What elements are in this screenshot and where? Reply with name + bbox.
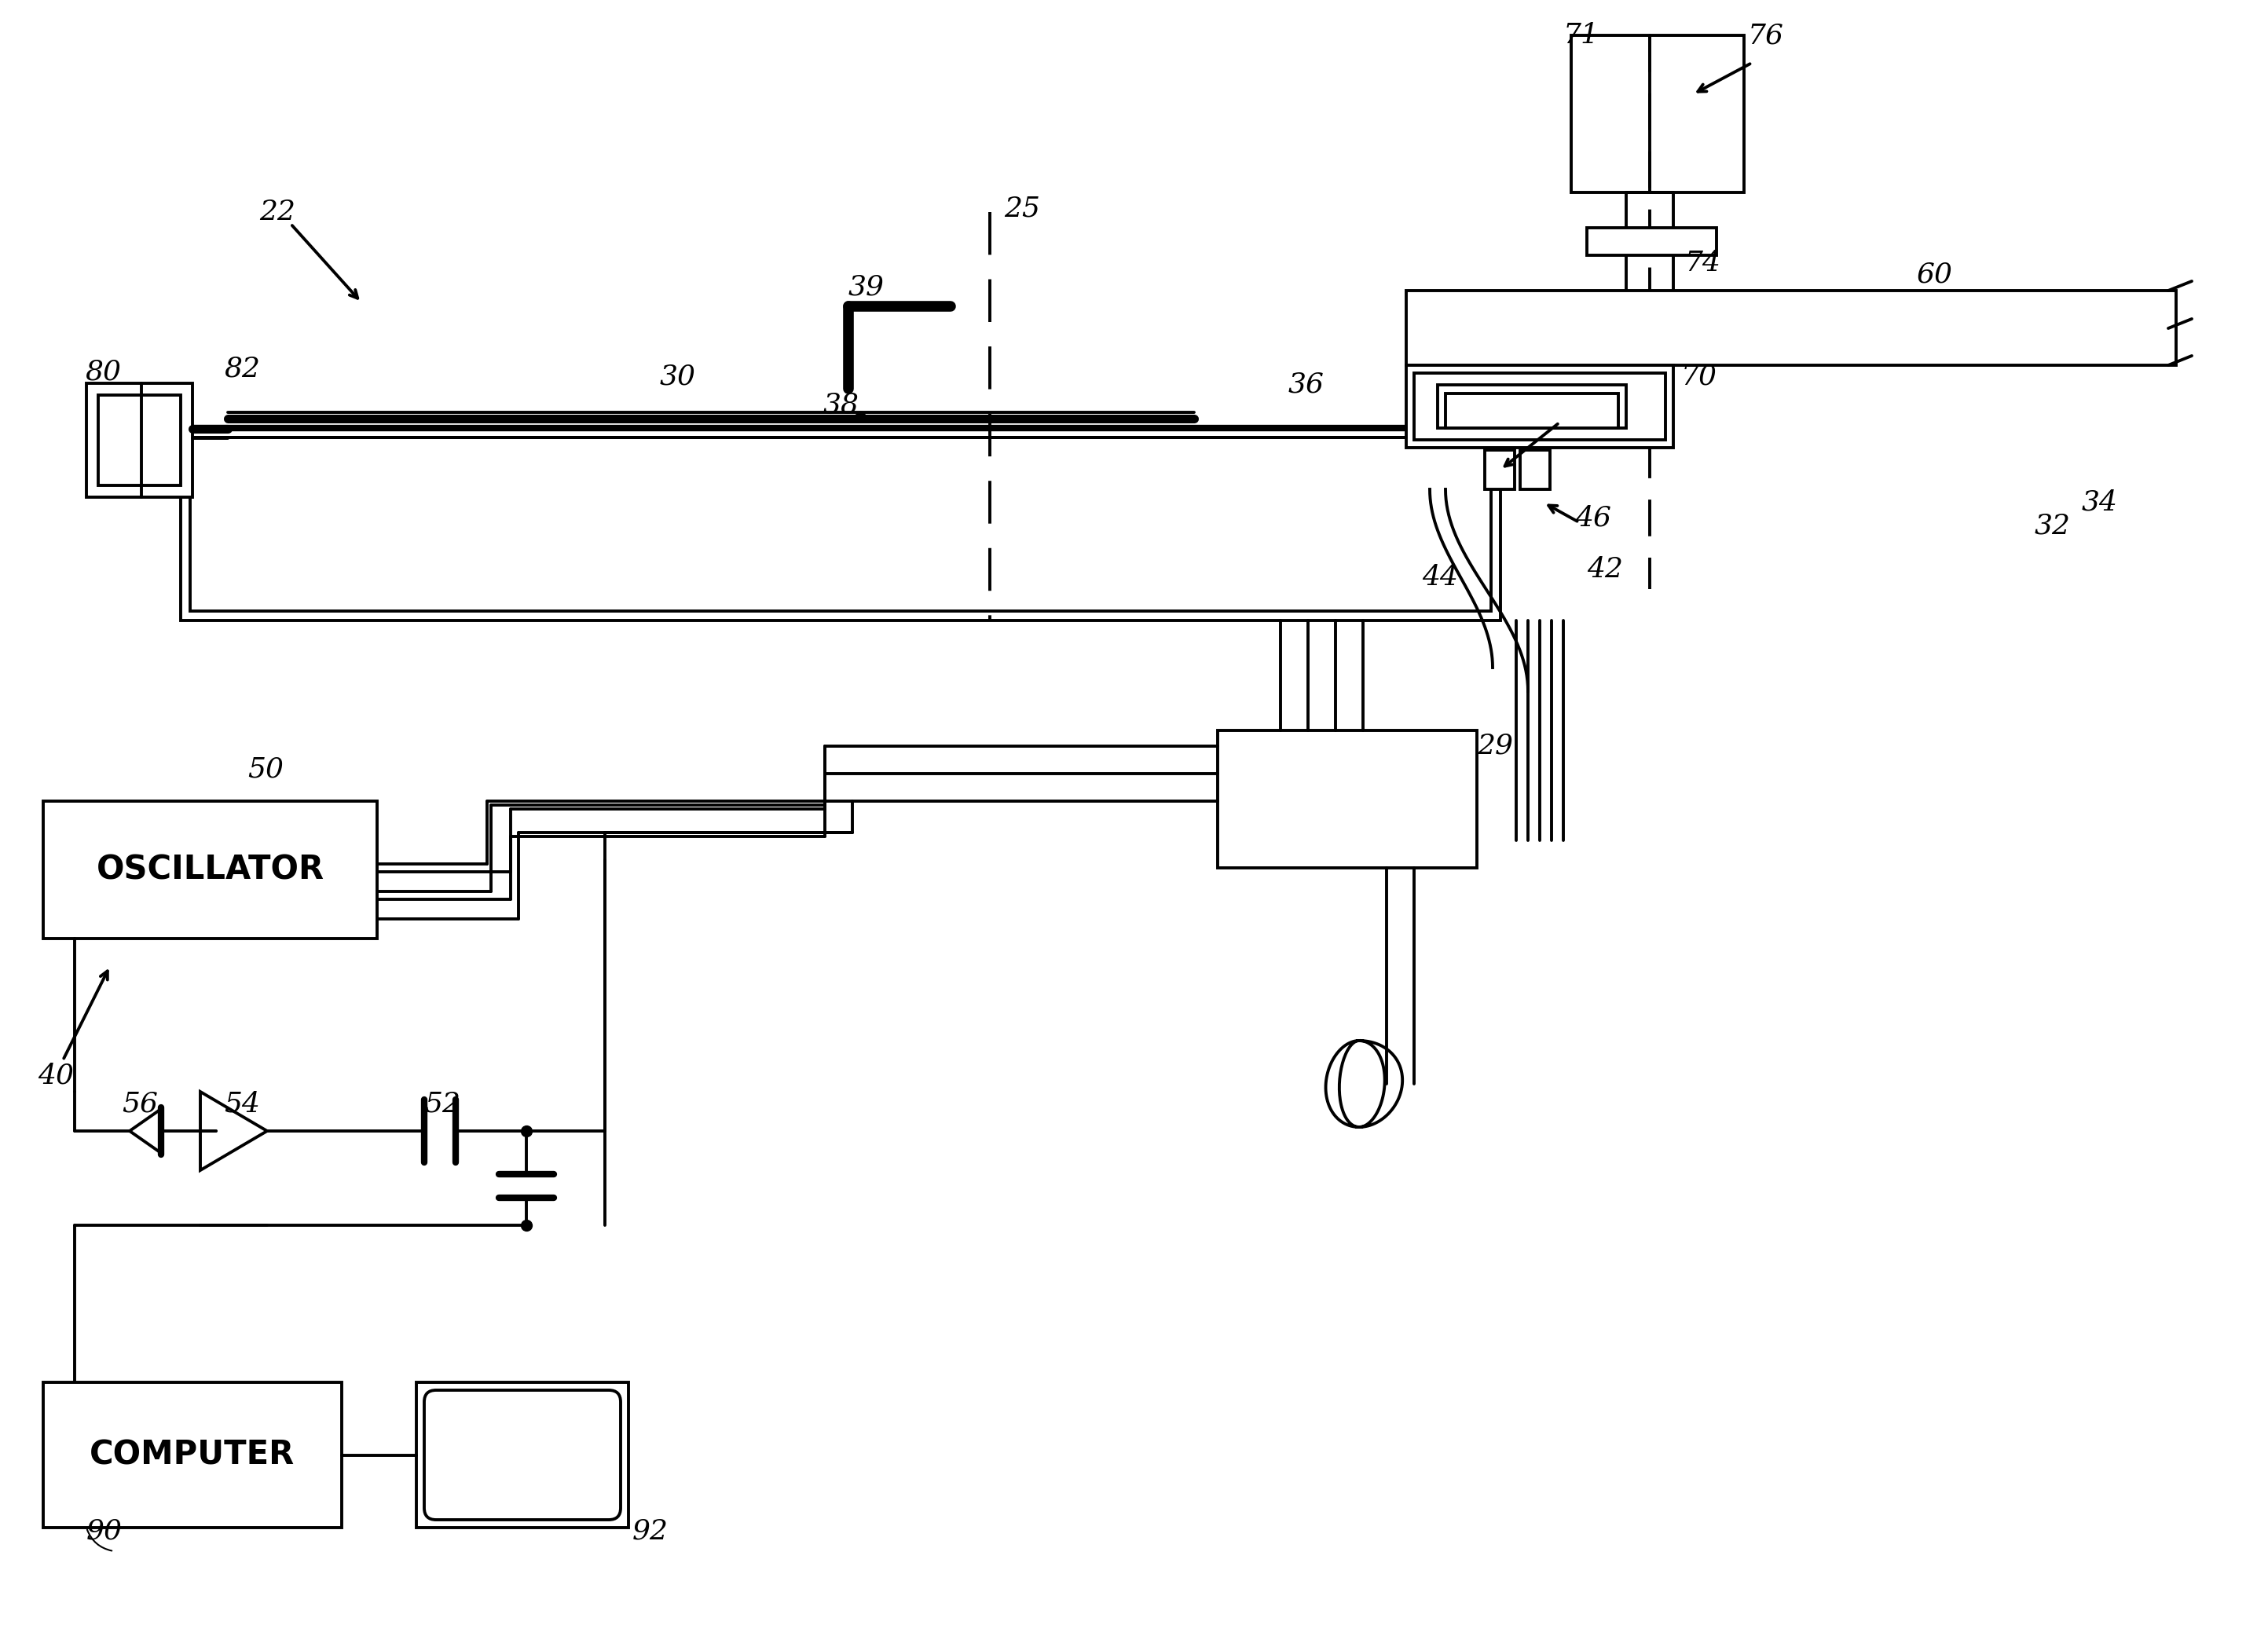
- Text: 38: 38: [823, 391, 860, 417]
- Text: 80: 80: [84, 358, 120, 384]
- Text: OSCILLATOR: OSCILLATOR: [95, 854, 324, 887]
- Text: 39: 39: [848, 273, 885, 299]
- Bar: [1520, 450, 1549, 489]
- Bar: [1486, 450, 1515, 489]
- Text: 44: 44: [1422, 564, 1458, 591]
- Bar: [1438, 384, 1626, 429]
- Text: 30: 30: [660, 363, 696, 391]
- Text: 29: 29: [1476, 733, 1513, 759]
- Text: 36: 36: [1288, 371, 1325, 398]
- Text: 25: 25: [1005, 195, 1041, 221]
- Text: 50: 50: [247, 756, 284, 784]
- Text: 32: 32: [2034, 512, 2071, 540]
- Bar: [181, 429, 1501, 620]
- Bar: [43, 802, 376, 939]
- Text: 70: 70: [1681, 363, 1717, 391]
- Text: 22: 22: [259, 198, 295, 226]
- Text: COMPUTER: COMPUTER: [91, 1438, 295, 1471]
- Bar: [1218, 730, 1476, 867]
- Text: 90: 90: [86, 1518, 122, 1544]
- Text: 56: 56: [122, 1090, 159, 1117]
- Bar: [417, 1382, 628, 1528]
- Bar: [1413, 373, 1665, 440]
- Bar: [191, 437, 1490, 610]
- Bar: [1406, 291, 2175, 365]
- Bar: [1588, 227, 1717, 255]
- Text: 42: 42: [1588, 556, 1624, 582]
- Bar: [86, 383, 193, 497]
- Text: 74: 74: [1685, 250, 1721, 276]
- Bar: [1572, 36, 1744, 193]
- Text: 92: 92: [633, 1518, 669, 1544]
- Text: 60: 60: [1916, 262, 1953, 288]
- Bar: [43, 1382, 342, 1528]
- Text: 71: 71: [1563, 21, 1599, 49]
- Text: 54: 54: [225, 1090, 261, 1117]
- Text: 82: 82: [225, 355, 261, 383]
- Text: 40: 40: [39, 1063, 75, 1090]
- Bar: [1406, 365, 1674, 448]
- Text: 34: 34: [2082, 489, 2118, 515]
- Text: 76: 76: [1749, 21, 1785, 49]
- FancyBboxPatch shape: [424, 1391, 621, 1520]
- Text: 46: 46: [1574, 506, 1610, 532]
- Bar: [98, 394, 181, 486]
- Text: 52: 52: [424, 1090, 460, 1117]
- Bar: [1445, 394, 1619, 429]
